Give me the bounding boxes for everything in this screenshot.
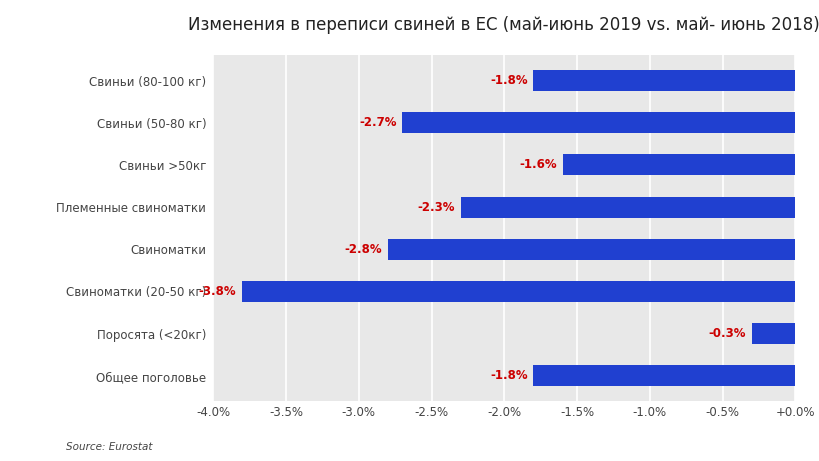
Title: Изменения в переписи свиней в ЕС (май-июнь 2019 vs. май- июнь 2018): Изменения в переписи свиней в ЕС (май-ию… — [188, 16, 819, 34]
Text: Source: Eurostat: Source: Eurostat — [66, 442, 152, 452]
Text: -3.8%: -3.8% — [199, 285, 236, 298]
Bar — [387, 239, 794, 260]
Text: -0.3%: -0.3% — [708, 327, 745, 340]
Text: -2.7%: -2.7% — [359, 116, 396, 129]
Bar — [532, 70, 794, 91]
Text: -2.8%: -2.8% — [344, 243, 382, 256]
Text: -1.8%: -1.8% — [490, 74, 527, 87]
Bar — [402, 112, 794, 133]
Bar — [532, 365, 794, 386]
Text: -1.8%: -1.8% — [490, 369, 527, 382]
Bar — [751, 323, 794, 344]
Text: -1.6%: -1.6% — [518, 159, 556, 171]
Bar — [460, 196, 794, 218]
Bar — [242, 281, 794, 302]
Bar — [562, 154, 794, 176]
Text: -2.3%: -2.3% — [417, 201, 455, 213]
